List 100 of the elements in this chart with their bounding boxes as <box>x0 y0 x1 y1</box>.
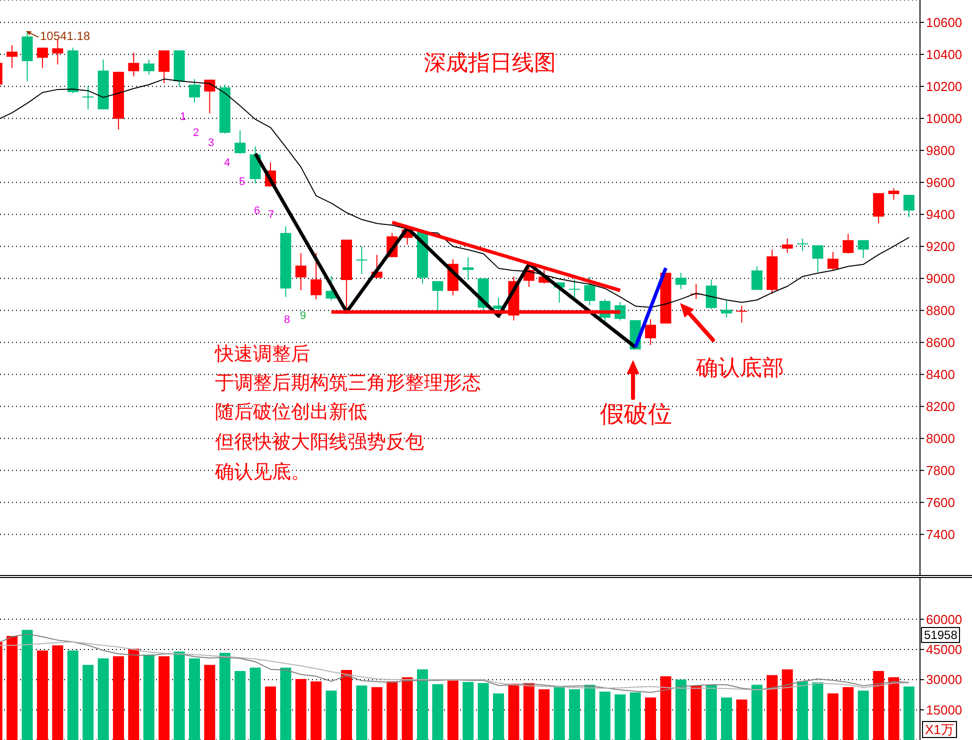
y-axis-title: X1万 <box>922 721 957 738</box>
bar <box>402 677 413 740</box>
bar <box>706 684 717 740</box>
candlestick <box>584 276 596 306</box>
candlestick <box>797 238 808 252</box>
bar <box>158 656 170 740</box>
bar <box>82 664 94 740</box>
bar <box>188 658 200 740</box>
y-tick-label: 8600 <box>926 335 955 350</box>
annotation: 9 <box>300 310 306 322</box>
candlestick <box>827 252 838 271</box>
bar <box>842 687 854 740</box>
annotation: 10541.18 <box>40 29 90 43</box>
text: 深成指日线图 <box>423 50 557 75</box>
bar <box>721 697 732 740</box>
bar <box>614 694 626 740</box>
candlestick <box>462 256 474 280</box>
y-tick-label: 7400 <box>926 527 955 542</box>
bar <box>447 680 458 740</box>
bar <box>356 685 368 740</box>
text: 51958 <box>921 627 960 643</box>
bar <box>660 676 672 740</box>
bar <box>52 645 64 740</box>
y-tick-label: 9000 <box>926 271 955 286</box>
bar <box>858 690 869 740</box>
candlestick <box>143 59 154 76</box>
candlestick <box>736 305 748 324</box>
bar <box>538 689 550 740</box>
bar <box>599 692 610 740</box>
candlestick <box>128 52 140 77</box>
bar <box>143 654 154 740</box>
candlestick <box>52 38 64 65</box>
candlestick <box>751 266 762 290</box>
candlestick <box>782 238 793 254</box>
bar <box>234 671 246 740</box>
bar <box>812 682 824 740</box>
bar <box>340 670 352 740</box>
annotation: 快速调整后 <box>215 344 310 365</box>
y-tick-label: 7600 <box>926 495 955 510</box>
candlestick <box>858 240 869 259</box>
bar <box>888 677 900 740</box>
bar <box>22 630 33 740</box>
bar <box>128 648 140 740</box>
y-tick-label: 9400 <box>926 207 955 222</box>
bar <box>903 686 914 740</box>
bar <box>417 669 428 740</box>
bar <box>326 690 337 740</box>
y-tick-label: 60000 <box>926 612 962 627</box>
y-tick-label: 45000 <box>926 642 962 658</box>
y-tick-label: 9800 <box>926 143 955 158</box>
annotation: 假破位 <box>600 401 672 428</box>
candlestick <box>706 279 717 310</box>
annotation: 7 <box>268 209 274 221</box>
annotation: 3 <box>208 137 214 149</box>
bar <box>751 684 762 740</box>
candlestick <box>356 246 368 275</box>
bar <box>386 681 398 740</box>
bar <box>873 671 884 740</box>
annotation: 6 <box>254 205 260 217</box>
y-tick-label: 10200 <box>926 79 962 94</box>
candlestick <box>295 252 306 291</box>
annotation: 8 <box>284 314 290 326</box>
y-tick-label: 8200 <box>926 399 955 414</box>
candlestick <box>645 318 656 346</box>
candlestick <box>204 79 216 114</box>
candlestick <box>188 78 200 104</box>
annotation: 2 <box>193 127 200 139</box>
bar <box>6 636 18 740</box>
y-tick-label: 8400 <box>926 367 955 382</box>
y-tick-label: 10000 <box>926 111 962 126</box>
y-tick-label: 7800 <box>926 463 955 478</box>
y-tick-label: 8800 <box>926 303 955 318</box>
annotation: 确认见底。 <box>215 462 310 483</box>
candlestick <box>36 47 48 68</box>
candlestick <box>842 234 854 254</box>
bar <box>67 650 78 740</box>
bar <box>782 669 793 740</box>
candlestick <box>721 300 732 318</box>
bar <box>690 686 702 740</box>
candlestick <box>82 86 94 110</box>
y-tick-label: 9600 <box>926 175 955 190</box>
bar <box>508 684 520 740</box>
candlestick <box>569 278 580 298</box>
bar <box>493 693 504 740</box>
candlestick <box>432 280 444 311</box>
bar <box>736 700 748 740</box>
candlestick <box>6 44 18 68</box>
bar <box>478 683 489 740</box>
bar <box>219 652 230 740</box>
bar <box>523 683 534 740</box>
annotation: 4 <box>224 157 230 169</box>
bar <box>250 668 261 740</box>
candlestick <box>812 244 824 273</box>
bar <box>264 686 276 740</box>
bar <box>797 681 808 740</box>
bar <box>827 693 838 740</box>
bar <box>295 678 306 740</box>
bar <box>432 684 444 740</box>
bar <box>766 675 778 740</box>
candlestick <box>234 130 246 154</box>
